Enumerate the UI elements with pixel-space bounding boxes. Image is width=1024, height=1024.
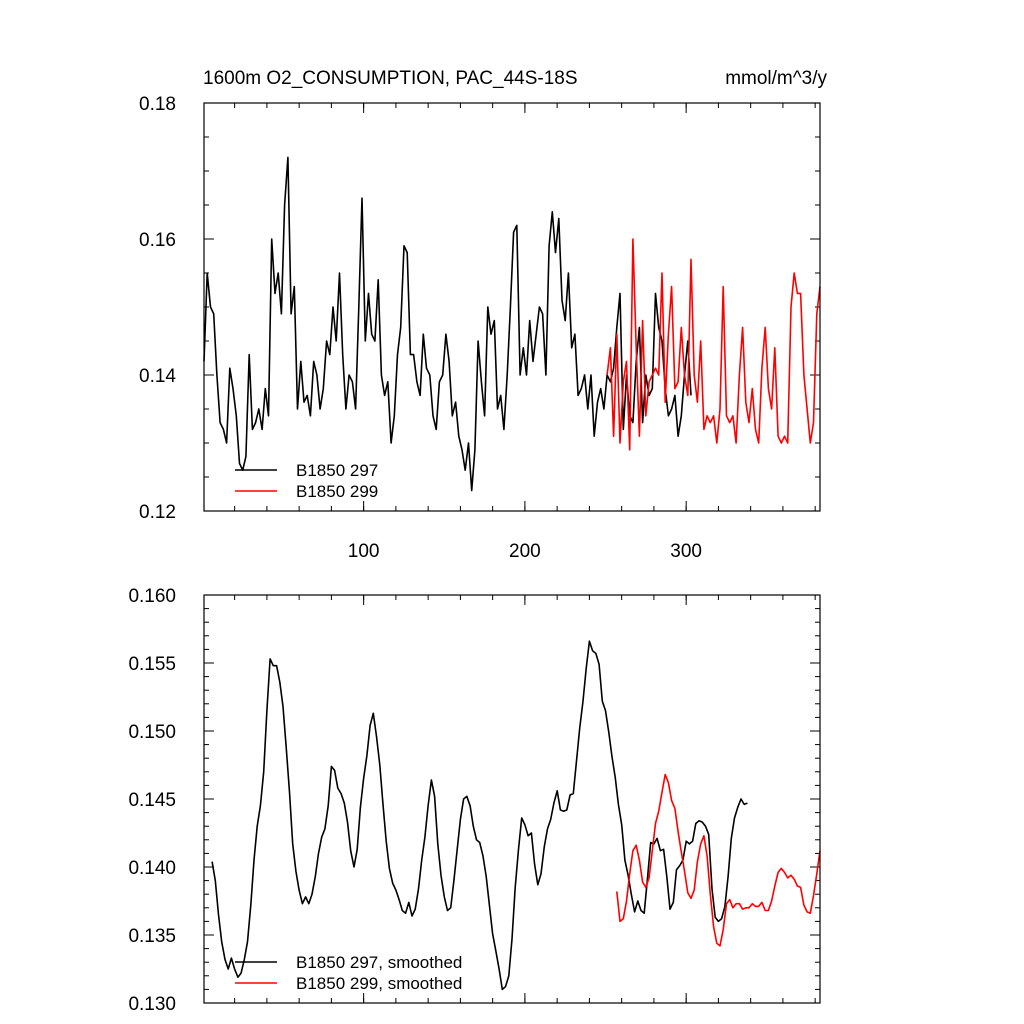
- y-tick-label: 0.130: [128, 994, 176, 1015]
- legend-label: B1850 299: [296, 482, 378, 501]
- legend: B1850 297, smoothed B1850 299, smoothed: [235, 953, 462, 993]
- y-tick-label: 0.18: [139, 94, 176, 115]
- y-tick-label: 0.160: [128, 586, 176, 607]
- axis-ticks: 0.130 0.135 0.140 0.145 0.150 0.155 0.160: [128, 586, 820, 1015]
- plot-frame: [203, 102, 821, 512]
- plot-frame: [203, 594, 821, 1004]
- bottom-chart-panel: 0.130 0.135 0.140 0.145 0.150 0.155 0.160 B185…: [128, 586, 821, 1015]
- legend-label: B1850 297, smoothed: [296, 953, 462, 972]
- units-label: mmol/m^3/y: [725, 68, 827, 89]
- x-tick-label: 100: [348, 541, 380, 562]
- y-tick-label: 0.135: [128, 926, 176, 947]
- series-line-b1850-297: [203, 156, 692, 492]
- y-tick-label: 0.14: [139, 366, 176, 387]
- y-tick-label: 0.145: [128, 790, 176, 811]
- series-line-b1850-299: [606, 238, 821, 451]
- y-tick-label: 0.140: [128, 858, 176, 879]
- series-lines: [211, 640, 821, 991]
- series-line-b1850-299-smoothed: [616, 773, 821, 947]
- legend-label: B1850 299, smoothed: [296, 974, 462, 993]
- y-tick-label: 0.16: [139, 230, 176, 251]
- y-tick-label: 0.12: [139, 502, 176, 523]
- top-chart-panel: 1600m O2_CONSUMPTION, PAC_44S-18S mmol/m…: [139, 68, 827, 562]
- x-tick-label: 300: [670, 541, 702, 562]
- chart-title: 1600m O2_CONSUMPTION, PAC_44S-18S: [203, 68, 578, 89]
- series-line-b1850-297-smoothed: [211, 640, 748, 991]
- legend: B1850 297 B1850 299: [235, 461, 378, 501]
- legend-label: B1850 297: [296, 461, 378, 480]
- y-tick-label: 0.150: [128, 722, 176, 743]
- y-tick-label: 0.155: [128, 654, 176, 675]
- x-tick-label: 200: [509, 541, 541, 562]
- series-lines: [203, 156, 821, 492]
